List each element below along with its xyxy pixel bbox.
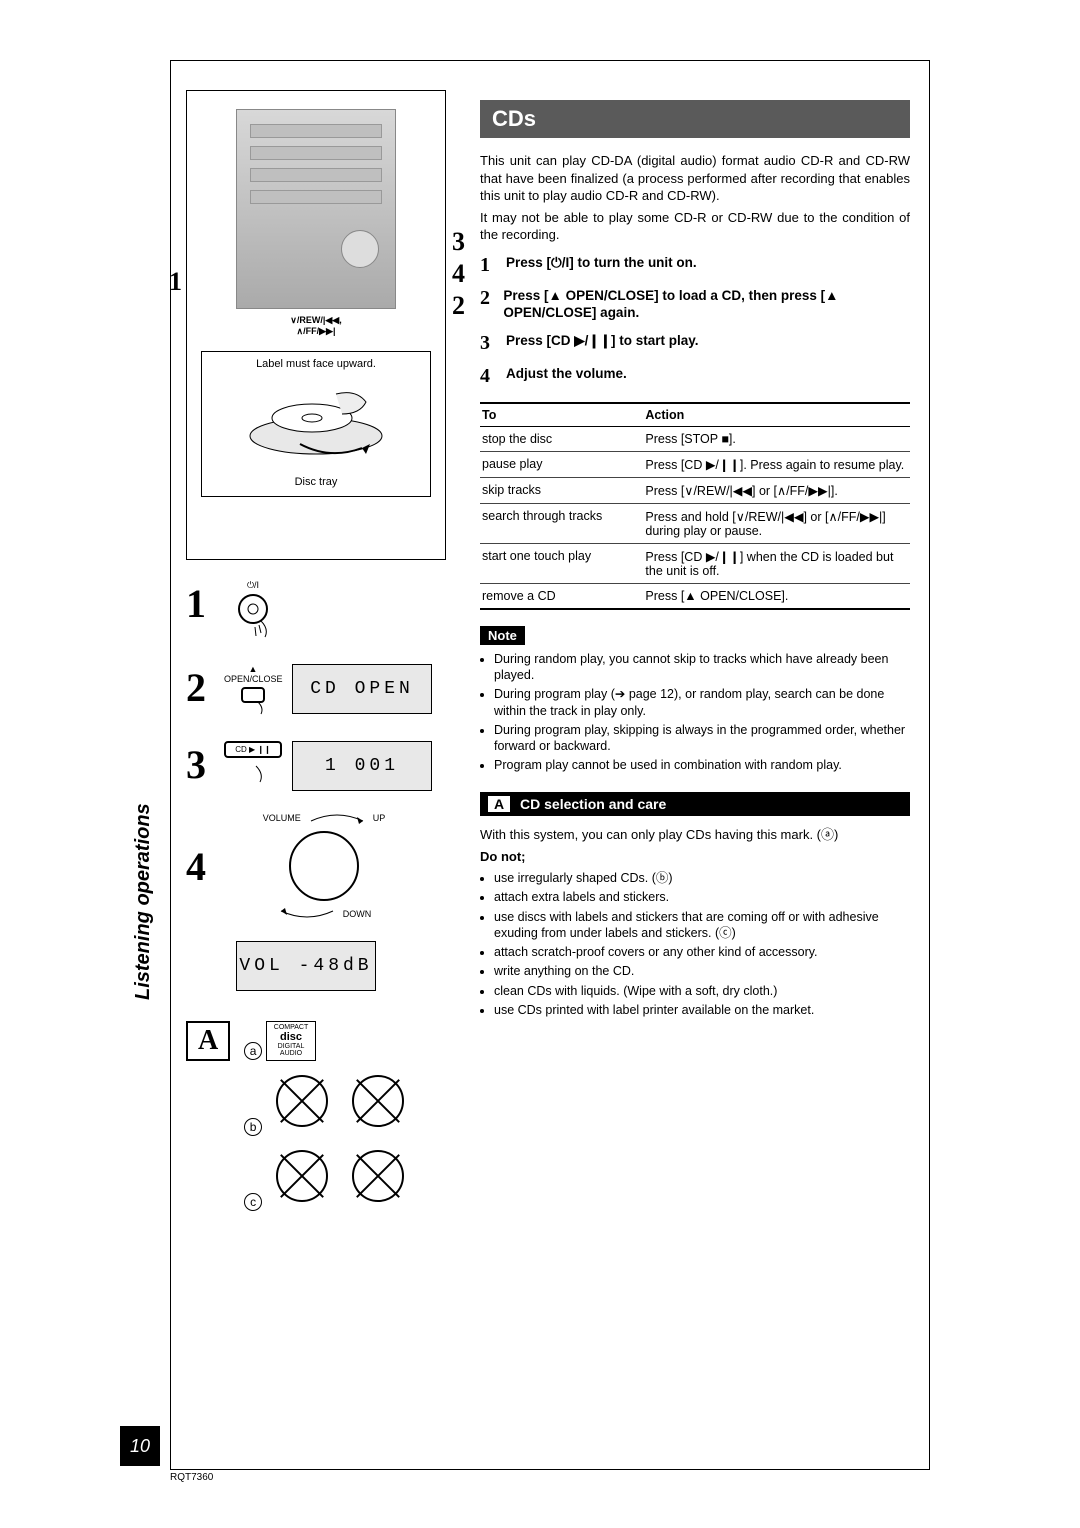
diagram-column: 1 3 4 2 ∨/REW/|◀◀, ∧/FF/▶▶| Label must f… [186,90,446,1211]
ref-a: a [244,1042,262,1060]
do-not-label: Do not; [480,849,910,864]
section-a-tag: A [186,1021,230,1061]
label-face-up: Label must face upward. [206,358,426,370]
open-close-button-icon: ▲OPEN/CLOSE [224,664,282,721]
bad-cd-sticker-2-icon [352,1150,404,1202]
list-item: clean CDs with liquids. (Wipe with a sof… [494,983,910,999]
volume-knob-icon [289,831,359,901]
table-row: skip tracksPress [∨/REW/|◀◀] or [∧/FF/▶▶… [480,477,910,503]
subsection-tag: A [488,796,510,812]
power-button-icon: ⏻/I [224,580,282,644]
step-1-row: 1 ⏻/I [186,580,446,644]
step-4-row: 4 VOLUME UP DOWN [186,811,446,921]
lcd-track: 1 001 [292,741,432,791]
callout-1: 1 [169,267,182,297]
lcd-volume: VOL -48dB [236,941,376,991]
side-section-title: Listening operations [132,803,155,1000]
list-item: use CDs printed with label printer avail… [494,1002,910,1018]
table-row: start one touch playPress [CD ▶/❙❙] when… [480,543,910,583]
list-item: attach scratch-proof covers or any other… [494,944,910,960]
subsection-header: A CD selection and care [480,792,910,816]
step-2-num: 2 [186,664,214,711]
intro-paragraph-1: This unit can play CD-DA (digital audio)… [480,152,910,205]
list-item: During random play, you cannot skip to t… [494,651,910,684]
do-not-list: use irregularly shaped CDs. (ⓑ) attach e… [480,870,910,1018]
step-3-num: 3 [186,741,214,788]
volume-label: VOLUME [263,813,301,823]
step-1-num: 1 [186,580,214,627]
list-item: use irregularly shaped CDs. (ⓑ) [494,870,910,886]
table-header-action: Action [643,403,910,427]
section-title: CDs [480,100,910,138]
callout-4: 4 [452,259,465,289]
disc-tray-label: Disc tray [206,476,426,488]
list-item: write anything on the CD. [494,963,910,979]
page-number: 10 [120,1426,160,1466]
step-2-row: 2 ▲OPEN/CLOSE CD OPEN [186,664,446,721]
document-code: RQT7360 [170,1472,213,1483]
step-3-row: 3 CD ▶ ❙❙ 1 001 [186,741,446,791]
subsection-title: CD selection and care [520,796,666,812]
vol-down: DOWN [343,909,372,919]
actions-table: To Action stop the discPress [STOP ■]. p… [480,402,910,610]
table-row: stop the discPress [STOP ■]. [480,426,910,451]
list-item: During program play, skipping is always … [494,722,910,755]
bad-cd-sticker-1-icon [276,1150,328,1202]
cd-play-button-icon: CD ▶ ❙❙ [224,741,282,791]
stereo-illustration [236,109,396,309]
cd-selection-intro: With this system, you can only play CDs … [480,826,910,844]
list-item: Program play cannot be used in combinati… [494,757,910,773]
compact-disc-logo-icon: COMPACT disc DIGITAL AUDIO [266,1021,316,1061]
bad-cd-shape-2-icon [352,1075,404,1127]
table-row: remove a CDPress [▲ OPEN/CLOSE]. [480,583,910,609]
note-list: During random play, you cannot skip to t… [480,651,910,774]
ref-b: b [244,1118,262,1136]
step-3-text: Press [CD ▶/❙❙] to start play. [506,332,699,355]
step-4-text: Adjust the volume. [506,365,627,388]
list-item: During program play (➔ page 12), or rand… [494,686,910,719]
list-item: attach extra labels and stickers. [494,889,910,905]
table-row: search through tracksPress and hold [∨/R… [480,503,910,543]
ref-c: c [244,1193,262,1211]
stereo-diagram-box: 1 3 4 2 ∨/REW/|◀◀, ∧/FF/▶▶| Label must f… [186,90,446,560]
vol-up: UP [373,813,386,823]
table-header-to: To [480,403,643,427]
ff-label: ∧/FF/▶▶| [297,326,336,336]
disc-tray-illustration [236,374,396,474]
table-row: pause playPress [CD ▶/❙❙]. Press again t… [480,451,910,477]
note-badge: Note [480,626,525,645]
callout-2: 2 [452,291,465,321]
step-1-text: Press [⏻/I] to turn the unit on. [506,254,697,277]
text-column: CDs This unit can play CD-DA (digital au… [480,100,910,1021]
rew-label: ∨/REW/|◀◀, [290,315,341,325]
lcd-cd-open: CD OPEN [292,664,432,714]
bad-cd-shape-1-icon [276,1075,328,1127]
step-2-text: Press [▲ OPEN/CLOSE] to load a CD, then … [503,287,910,322]
list-item: use discs with labels and stickers that … [494,909,910,942]
callout-3: 3 [452,227,465,257]
intro-paragraph-2: It may not be able to play some CD-R or … [480,209,910,244]
step-4-num: 4 [186,843,214,890]
